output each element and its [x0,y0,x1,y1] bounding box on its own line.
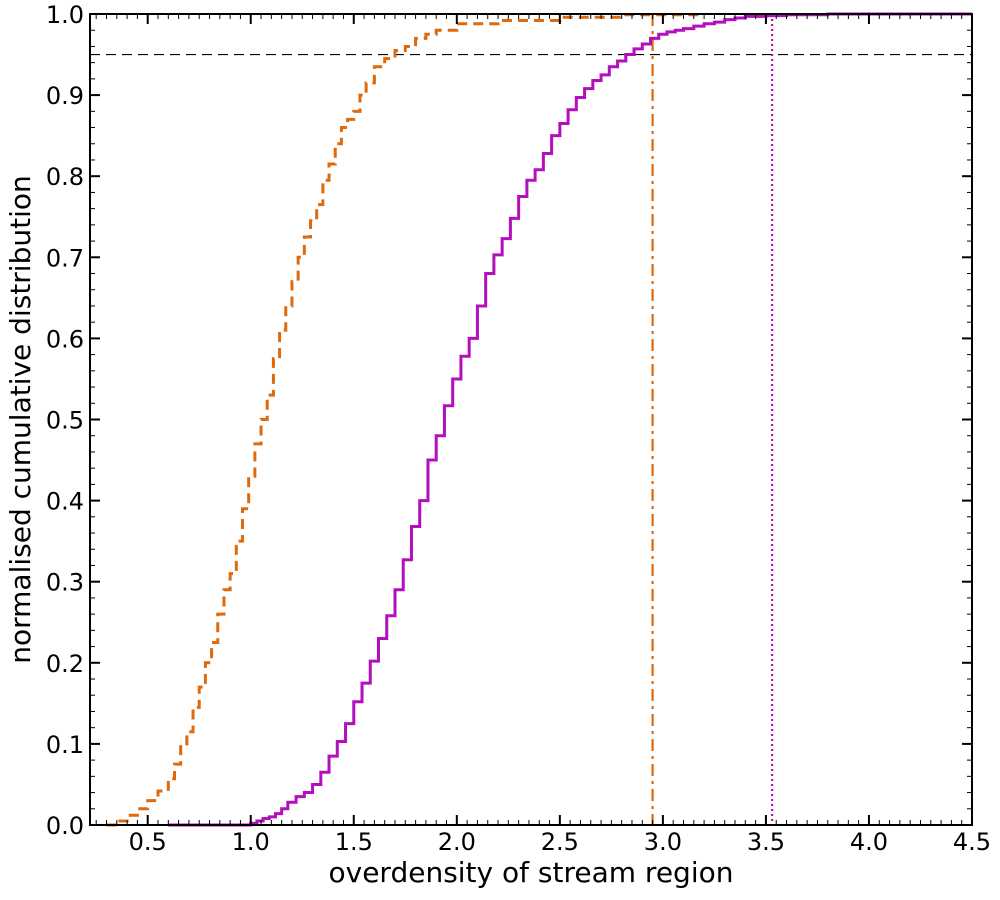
y-tick-label: 0.7 [46,244,84,272]
x-tick-label: 2.5 [541,828,579,856]
x-axis-label: overdensity of stream region [329,856,734,889]
x-tick-label: 4.5 [953,828,991,856]
axis-tick-labels: 0.5 1.0 1.5 2.0 2.5 3.0 3.5 4.0 4.5 0.0 0.1 0.2 0.3 0… [46,1,991,856]
series-2-line [168,12,972,827]
series-lines [106,12,972,827]
y-tick-label: 0.6 [46,325,84,353]
y-tick-label: 0.2 [46,650,84,678]
y-axis-label: normalised cumulative distribution [4,175,37,664]
reference-lines [90,14,972,825]
x-tick-label: 1.0 [232,828,270,856]
x-tick-label: 3.5 [747,828,785,856]
series-1-line [106,13,706,827]
plot-frame [89,13,973,826]
y-tick-label: 1.0 [46,1,84,29]
y-tick-label: 0.9 [46,82,84,110]
x-tick-label: 3.0 [644,828,682,856]
y-tick-label: 0.1 [46,731,84,759]
x-tick-label: 2.0 [438,828,476,856]
y-tick-label: 0.3 [46,569,84,597]
x-tick-label: 1.5 [335,828,373,856]
y-tick-label: 0.0 [46,812,84,840]
x-tick-label: 0.5 [129,828,167,856]
axis-ticks [90,13,973,826]
x-tick-label: 4.0 [850,828,888,856]
y-tick-label: 0.4 [46,488,84,516]
y-tick-label: 0.8 [46,163,84,191]
y-tick-label: 0.5 [46,407,84,435]
